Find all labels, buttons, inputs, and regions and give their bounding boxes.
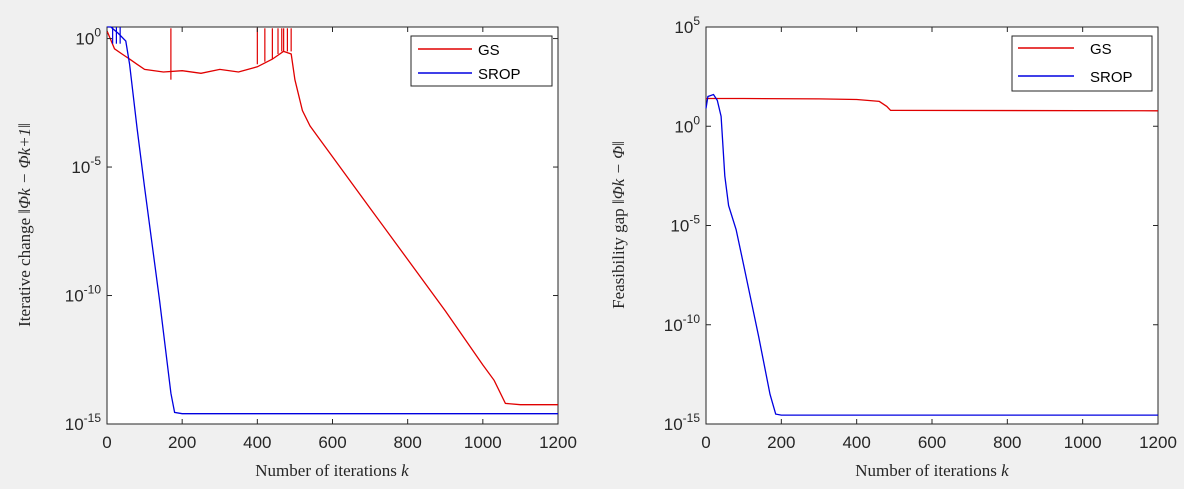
legend-label-gs: GS bbox=[478, 42, 500, 59]
x-tick-label: 800 bbox=[393, 433, 421, 452]
x-tick-label: 1200 bbox=[1139, 433, 1177, 452]
legend-label-srop: SROP bbox=[1090, 69, 1133, 86]
series-line-srop bbox=[107, 26, 558, 415]
y-axis-ticks: 10-15 10-10 10-5 100 105 bbox=[664, 14, 1158, 434]
series-lines bbox=[705, 93, 1159, 416]
x-tick-label: 0 bbox=[701, 433, 710, 452]
plot-area bbox=[705, 26, 1159, 425]
y-tick-label: 10-15 bbox=[664, 411, 701, 434]
x-axis-label: Number of iterations k bbox=[255, 461, 409, 480]
x-axis-ticks: 0 200 400 600 800 1000 1200 bbox=[701, 27, 1177, 452]
legend: GS SROP bbox=[410, 35, 553, 87]
y-tick-label: 100 bbox=[674, 113, 700, 136]
x-tick-label: 400 bbox=[842, 433, 870, 452]
y-tick-label: 10-10 bbox=[664, 312, 701, 335]
feasibility-gap-chart: 0 200 400 600 800 1000 1200 10-1510-1010-51001… bbox=[609, 14, 1177, 480]
x-tick-label: 800 bbox=[993, 433, 1021, 452]
series-line-gs bbox=[706, 97, 1159, 112]
x-tick-label: 1000 bbox=[1064, 433, 1102, 452]
y-tick-label: 105 bbox=[674, 14, 700, 37]
x-tick-label: 400 bbox=[243, 433, 271, 452]
y-tick-label: 100 bbox=[75, 26, 101, 49]
x-tick-label: 600 bbox=[918, 433, 946, 452]
x-tick-label: 0 bbox=[102, 433, 111, 452]
x-axis-ticks: 0 200 400 600 800 1000 1200 bbox=[102, 27, 577, 452]
y-axis-label: Iterative change ‖Φk − Φk+1‖ bbox=[15, 123, 34, 327]
legend: GS SROP bbox=[1011, 35, 1153, 92]
series-line-srop bbox=[705, 93, 1158, 416]
legend-label-gs: GS bbox=[1090, 41, 1112, 58]
y-axis-label: Feasibility gap ‖Φk − Φ‖ bbox=[609, 141, 628, 309]
x-axis-label: Number of iterations k bbox=[855, 461, 1009, 480]
series-line-gs bbox=[106, 30, 558, 406]
y-axis-ticks: 10-15 10-10 10-5 100 bbox=[65, 26, 558, 434]
x-tick-label: 200 bbox=[168, 433, 196, 452]
iterative-change-chart: 0 200 400 600 800 1000 1200 10-1510-1010-5100 … bbox=[15, 26, 577, 480]
y-tick-label: 10-5 bbox=[670, 213, 700, 236]
legend-label-srop: SROP bbox=[478, 66, 521, 83]
x-tick-label: 200 bbox=[767, 433, 795, 452]
series-lines bbox=[106, 26, 558, 415]
y-tick-label: 10-10 bbox=[65, 283, 102, 306]
x-tick-label: 600 bbox=[318, 433, 346, 452]
x-tick-label: 1200 bbox=[539, 433, 577, 452]
x-tick-label: 1000 bbox=[464, 433, 502, 452]
y-tick-label: 10-15 bbox=[65, 411, 102, 434]
y-tick-label: 10-5 bbox=[71, 154, 101, 177]
plot-area bbox=[106, 26, 559, 425]
